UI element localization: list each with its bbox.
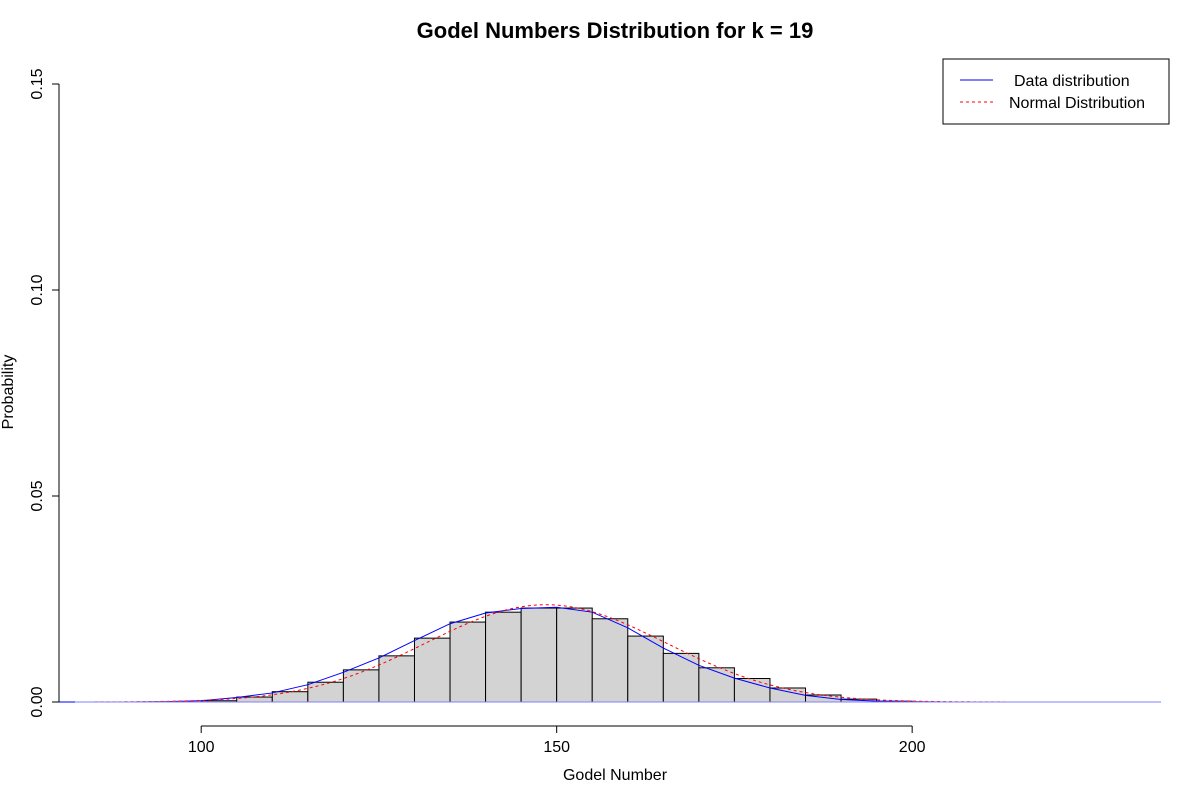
y-tick-label-3: 0.15 [29,68,46,99]
y-axis-label: Probability [0,355,17,430]
histogram-bar-1 [236,696,273,703]
chart-title: Godel Numbers Distribution for k = 19 [417,18,814,43]
histogram-bar-2 [271,691,309,703]
histogram-bar-10 [556,607,593,703]
bars-group [200,607,913,703]
legend-box [942,58,1170,125]
x-axis-label: Godel Number [563,767,668,784]
histogram-bar-15 [733,678,771,703]
histogram-bar-9 [520,607,558,703]
y-tick-label-1: 0.05 [29,480,46,511]
histogram-bar-13 [662,652,700,703]
histogram-bar-11 [591,618,629,703]
y-tick-label-0: 0.00 [29,686,46,717]
x-tick-label-0: 100 [188,739,215,756]
x-tick-label-1: 150 [543,739,570,756]
legend: Data distribution Normal Distribution [942,58,1170,125]
histogram-bar-6 [413,637,451,703]
y-tick-label-2: 0.10 [29,274,46,305]
x-tick-label-2: 200 [899,739,926,756]
x-axis: 100 150 200 [188,725,926,756]
histogram-bar-12 [627,635,664,703]
histogram-bar-14 [698,667,735,703]
histogram-bar-7 [449,621,487,703]
histogram-bar-4 [342,669,380,703]
histogram-bar-3 [307,681,344,703]
histogram-bar-16 [769,687,807,703]
legend-label-normal: Normal Distribution [1009,95,1145,112]
histogram-bar-8 [485,611,522,703]
curves-group [59,604,1161,703]
legend-label-data: Data distribution [1014,73,1130,90]
y-axis: 0.00 0.05 0.10 0.15 [29,68,60,718]
